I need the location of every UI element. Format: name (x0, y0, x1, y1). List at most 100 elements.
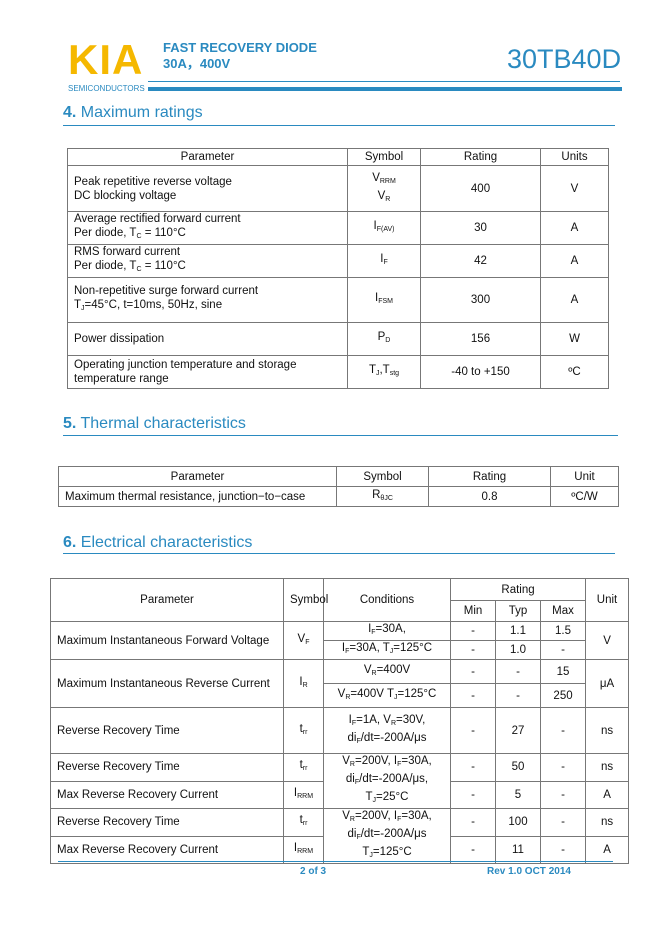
cell-text: t (299, 722, 303, 735)
cell-text: F (383, 259, 388, 266)
cell-text: F(AV) (376, 226, 395, 233)
table-cell: IRRM (283, 835, 324, 864)
table-cell: - (450, 659, 496, 684)
cell-text: R (345, 693, 351, 701)
table-cell: IF (347, 244, 421, 278)
table-row: IF=30A, TJ=125°C -1.0- (51, 640, 629, 660)
table-cell: - (450, 753, 496, 782)
table-cell: IR (283, 659, 324, 708)
cell-text: =400V (376, 663, 411, 676)
table-header-row: Parameter Symbol Rating Units (67, 148, 609, 166)
table-cell: 11 (495, 835, 541, 864)
table-row: Power dissipation PD 156 W (67, 322, 609, 356)
table-cell: VF (283, 621, 324, 660)
table-cell: -40 to +150 (420, 355, 541, 389)
table-cell: - (450, 640, 496, 660)
table-cell: 1.1 (495, 621, 541, 641)
table-cell: trr (283, 707, 324, 754)
cell-text: T (74, 299, 82, 311)
cell-text: C (136, 266, 142, 273)
cell-text: = 110°C (141, 227, 186, 239)
cell-text: =125°C (372, 846, 412, 858)
header-divider (148, 81, 620, 82)
cell-text: =1A, V (356, 713, 391, 726)
table-cell: 300 (420, 277, 541, 323)
table-row: RMS forward current Per diode, TC = 110°C… (67, 244, 609, 278)
table-cell: VR=200V, IF=30A, diF/dt=-200A/μs, TJ=25°C (323, 753, 451, 809)
cell-text: R (349, 761, 355, 768)
cell-text: I (348, 713, 352, 726)
cell-text: J (372, 797, 377, 804)
cell-text: F (356, 737, 361, 745)
cell-text: FSM (378, 298, 393, 305)
table-cell: Power dissipation (67, 322, 348, 356)
table-cell: 15 (539, 659, 587, 684)
cell-text: RRM (379, 177, 396, 185)
table-cell: - (450, 683, 496, 708)
table-cell: Peak repetitive reverse voltage DC blocki… (67, 165, 348, 212)
cell-text: V (363, 663, 372, 676)
cell-text: R (385, 195, 391, 203)
cell-text: F (397, 761, 402, 768)
cell-text: J (389, 648, 394, 655)
cell-text: R (302, 681, 308, 689)
table-cell: Reverse Recovery Time (50, 753, 284, 782)
cell-text: F (356, 834, 361, 841)
product-description: FAST RECOVERY DIODE 30A，400V (163, 40, 317, 71)
cell-text: Per diode, T (74, 227, 137, 239)
table-row: Peak repetitive reverse voltage DC blocki… (67, 165, 609, 212)
table-row: Maximum Instantaneous Reverse Current IR V… (50, 659, 630, 708)
table-cell: IRRM (283, 780, 324, 809)
cell-text: VRRM (354, 171, 414, 189)
revision: Rev 1.0 OCT 2014 (487, 866, 571, 877)
cell-text: /dt=-200A/μs (360, 828, 427, 840)
cell-text: =45°C, t=10ms, 50Hz, sine (84, 299, 223, 311)
cell-text: I (380, 253, 384, 265)
table-header-row: Parameter Symbol Conditions Rating Unit (50, 578, 630, 622)
cell-text: Non-repetitive surge forward current (74, 285, 259, 297)
part-number: 30TB40D (507, 44, 622, 74)
table-row: VR=400V TJ=125°C - -250 (51, 683, 629, 708)
cell-text: Peak repetitive reverse voltage (74, 175, 232, 188)
cell-text: =30V, (396, 713, 426, 726)
cell-text: J (369, 852, 373, 859)
table-cell: A (585, 835, 630, 864)
cell-text: F (354, 779, 360, 786)
cell-text: IFSM (354, 291, 414, 309)
logo-subtitle: SEMICONDUCTORS (68, 84, 145, 93)
table-cell: Average rectified forward current Per dio… (67, 211, 348, 245)
table-cell: - (450, 621, 496, 641)
cell-text: TJ,Tstg (354, 363, 414, 381)
table-cell: 250 (539, 683, 587, 708)
thermal-table: Parameter Symbol Rating Unit Maximum therma… (58, 466, 619, 507)
cell-text: RRM (297, 847, 314, 855)
table-cell: VR=400V (323, 659, 451, 684)
footer-divider (58, 861, 613, 862)
cell-text: =200V, I (354, 755, 398, 767)
cell-text: stg (389, 370, 400, 377)
cell-text: V (372, 171, 380, 184)
table-cell: ns (585, 707, 630, 754)
table-cell: IF=30A, TJ=125°C (323, 640, 451, 660)
cell-text: F (397, 816, 402, 823)
cell-text: RRM (297, 792, 314, 800)
cell-text: IF(AV) (354, 219, 414, 237)
table-cell: 50 (495, 753, 541, 782)
cell-text: IF=1A, VR=30V, (330, 713, 444, 731)
cell-text: I (373, 220, 377, 232)
cell-text: F (371, 629, 376, 636)
table-cell: VR=200V, IF=30A, diF/dt=-200A/μs TJ=125°C (323, 808, 451, 864)
cell-text: di (347, 731, 357, 744)
cell-text: T (362, 846, 370, 858)
table-row: Average rectified forward current Per dio… (67, 211, 609, 245)
cell-text: I (299, 675, 303, 688)
cell-text: = 110°C (141, 260, 186, 272)
cell-text: J (394, 693, 398, 701)
table-cell: 27 (495, 707, 541, 754)
cell-text: PD (354, 330, 414, 348)
cell-text: =30A, (401, 755, 432, 767)
cell-text: V (297, 632, 306, 645)
kia-logo: KIA (68, 36, 144, 83)
table-cell: 30 (420, 211, 541, 245)
table-cell: - (539, 707, 587, 754)
